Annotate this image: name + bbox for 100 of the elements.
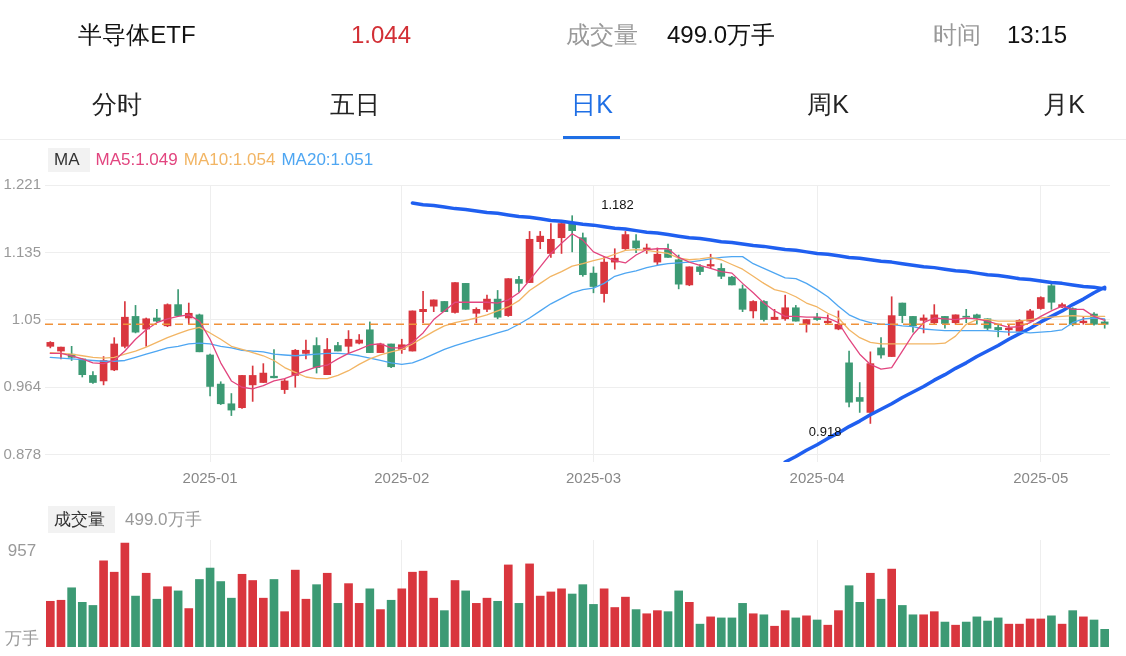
bar bbox=[216, 581, 226, 647]
bar bbox=[834, 610, 843, 647]
bar bbox=[205, 567, 215, 647]
text: 成交量 bbox=[566, 20, 638, 50]
bar bbox=[77, 602, 87, 647]
bar bbox=[812, 619, 822, 647]
bar bbox=[440, 610, 449, 647]
bar bbox=[631, 609, 641, 647]
bar bbox=[748, 613, 758, 647]
y-tick-label: 0.878 bbox=[3, 445, 41, 463]
bar bbox=[1015, 623, 1024, 647]
bar bbox=[418, 570, 428, 647]
bar bbox=[120, 542, 130, 647]
bar bbox=[759, 614, 769, 647]
text: 1.044 bbox=[350, 21, 412, 49]
bar bbox=[450, 580, 460, 647]
bar bbox=[898, 605, 907, 647]
bar bbox=[344, 583, 353, 647]
bar bbox=[259, 597, 268, 647]
bar bbox=[589, 604, 598, 647]
legend-title: MA bbox=[48, 148, 90, 172]
bar bbox=[109, 571, 119, 647]
chart-title: 成交量 bbox=[48, 506, 115, 533]
bar bbox=[237, 573, 247, 647]
candlestick bbox=[419, 290, 427, 324]
text: 13:15 bbox=[1006, 21, 1068, 49]
bar bbox=[621, 596, 630, 647]
bar bbox=[546, 591, 556, 647]
text: 时间 bbox=[933, 20, 981, 50]
bar bbox=[503, 564, 513, 647]
bar bbox=[290, 569, 300, 647]
text: 周K bbox=[807, 88, 849, 120]
bar bbox=[184, 608, 194, 647]
bar bbox=[408, 571, 417, 647]
bar bbox=[248, 580, 258, 647]
bar bbox=[940, 621, 950, 647]
bar bbox=[844, 585, 854, 647]
bar bbox=[642, 613, 652, 647]
bar bbox=[429, 597, 439, 647]
bar bbox=[269, 579, 279, 647]
text: 499.0万手 bbox=[666, 20, 776, 50]
bar bbox=[322, 572, 332, 647]
text: MA10:1.054 bbox=[183, 150, 276, 170]
y-tick-label: 1.135 bbox=[3, 242, 41, 260]
text: 957 bbox=[7, 541, 37, 561]
bar bbox=[173, 590, 183, 647]
bar bbox=[535, 595, 545, 647]
bar bbox=[610, 607, 620, 647]
bar bbox=[855, 602, 865, 647]
bar bbox=[482, 597, 492, 647]
text: 日K bbox=[571, 88, 613, 120]
bar bbox=[919, 614, 928, 647]
bar bbox=[1047, 615, 1056, 647]
bar bbox=[386, 599, 396, 647]
bar bbox=[312, 584, 321, 647]
bar bbox=[46, 600, 55, 647]
bar bbox=[365, 588, 375, 647]
bar bbox=[557, 588, 566, 647]
candlestick bbox=[855, 382, 864, 413]
bar bbox=[354, 603, 364, 647]
y-tick-label: 1.05 bbox=[11, 309, 41, 327]
bar bbox=[961, 621, 971, 647]
bar bbox=[983, 620, 992, 647]
bar bbox=[280, 611, 289, 647]
x-tick-label: 2025-03 bbox=[565, 469, 622, 487]
bar bbox=[908, 614, 918, 647]
text: 万手 bbox=[5, 627, 39, 650]
x-tick-label: 2025-01 bbox=[182, 469, 238, 487]
bar bbox=[802, 615, 811, 647]
y-tick-label: 0.964 bbox=[3, 377, 41, 395]
text: 月K bbox=[1043, 88, 1085, 120]
bar bbox=[685, 602, 694, 647]
bar bbox=[141, 572, 151, 647]
text: 半导体ETF bbox=[78, 20, 196, 50]
bar bbox=[333, 603, 343, 647]
bar bbox=[67, 587, 76, 647]
bar bbox=[376, 609, 385, 647]
bar bbox=[1025, 618, 1035, 647]
bar bbox=[472, 603, 481, 647]
bar bbox=[1068, 610, 1078, 647]
bar bbox=[1100, 629, 1110, 647]
bar bbox=[695, 623, 705, 647]
bar bbox=[1057, 623, 1067, 647]
bar bbox=[770, 625, 779, 647]
bar bbox=[929, 611, 939, 647]
bar bbox=[493, 600, 502, 647]
bar bbox=[674, 590, 684, 647]
text: MA5:1.049 bbox=[95, 150, 178, 170]
bar bbox=[876, 598, 886, 647]
annotation: 1.182 bbox=[601, 197, 634, 213]
x-tick-label: 2025-02 bbox=[374, 469, 430, 487]
bar bbox=[993, 617, 1003, 647]
bar bbox=[1036, 618, 1046, 647]
bar bbox=[56, 599, 66, 647]
bar bbox=[972, 616, 982, 647]
bar bbox=[727, 617, 737, 647]
bar bbox=[461, 590, 471, 647]
text: 五日 bbox=[330, 88, 380, 120]
bar bbox=[887, 568, 897, 647]
bar bbox=[716, 617, 726, 647]
